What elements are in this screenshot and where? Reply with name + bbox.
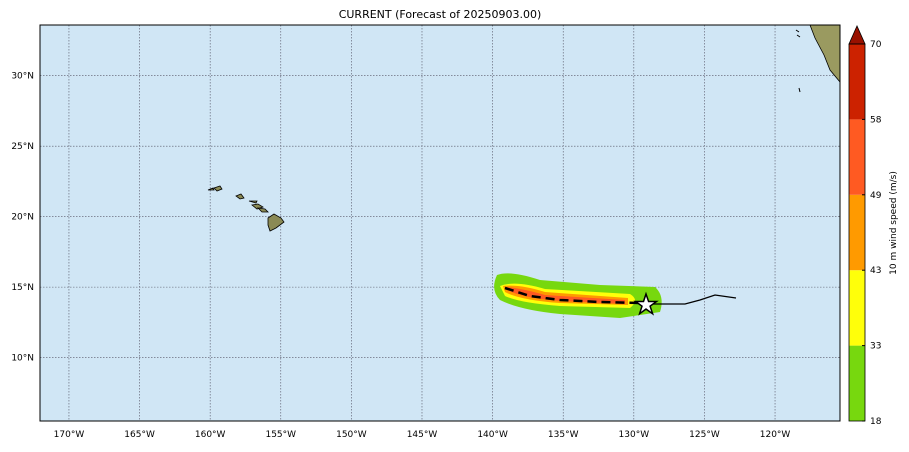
lat-tick-label: 30°N [11, 72, 34, 82]
colorbar-segment [849, 270, 865, 346]
colorbar-label: 70 [870, 40, 882, 50]
map-title: CURRENT (Forecast of 20250903.00) [339, 8, 542, 21]
graticule [40, 25, 840, 421]
colorbar-segment [849, 194, 865, 271]
colorbar-label: 18 [870, 417, 882, 427]
colorbar-label: 49 [870, 191, 882, 201]
lat-tick-label: 25°N [11, 142, 34, 152]
colorbar-extend [848, 25, 866, 45]
ocean [40, 25, 840, 421]
lon-tick-label: 125°W [689, 430, 720, 440]
lon-tick-label: 150°W [336, 430, 367, 440]
colorbar-label: 43 [870, 266, 881, 276]
lon-tick-label: 165°W [124, 430, 155, 440]
lon-tick-label: 145°W [407, 430, 438, 440]
lon-tick-label: 120°W [760, 430, 791, 440]
storm-position [633, 291, 659, 316]
islands [795, 29, 801, 93]
wind-swath [494, 273, 662, 318]
colorbar-label: 58 [870, 115, 882, 125]
colorbar-segment [849, 345, 865, 421]
colorbar [848, 25, 866, 422]
lon-tick-label: 170°W [54, 430, 85, 440]
lon-tick-label: 160°W [195, 430, 226, 440]
lon-tick-label: 135°W [548, 430, 579, 440]
lon-tick-label: 140°W [477, 430, 508, 440]
colorbar-title: 10 m wind speed (m/s) [889, 171, 899, 275]
lat-tick-label: 10°N [11, 354, 34, 364]
forecast-track [504, 286, 641, 305]
past-track [646, 294, 737, 305]
map-frame [39, 24, 841, 422]
lon-tick-label: 130°W [619, 430, 650, 440]
colorbar-label: 33 [870, 342, 881, 352]
colorbar-segment [849, 44, 865, 120]
colorbar-frame [848, 43, 866, 422]
lon-tick-label: 155°W [265, 430, 296, 440]
hawaii [207, 185, 285, 232]
lat-tick-label: 20°N [11, 213, 34, 223]
lat-tick-label: 15°N [11, 283, 34, 293]
colorbar-segment [849, 119, 865, 195]
